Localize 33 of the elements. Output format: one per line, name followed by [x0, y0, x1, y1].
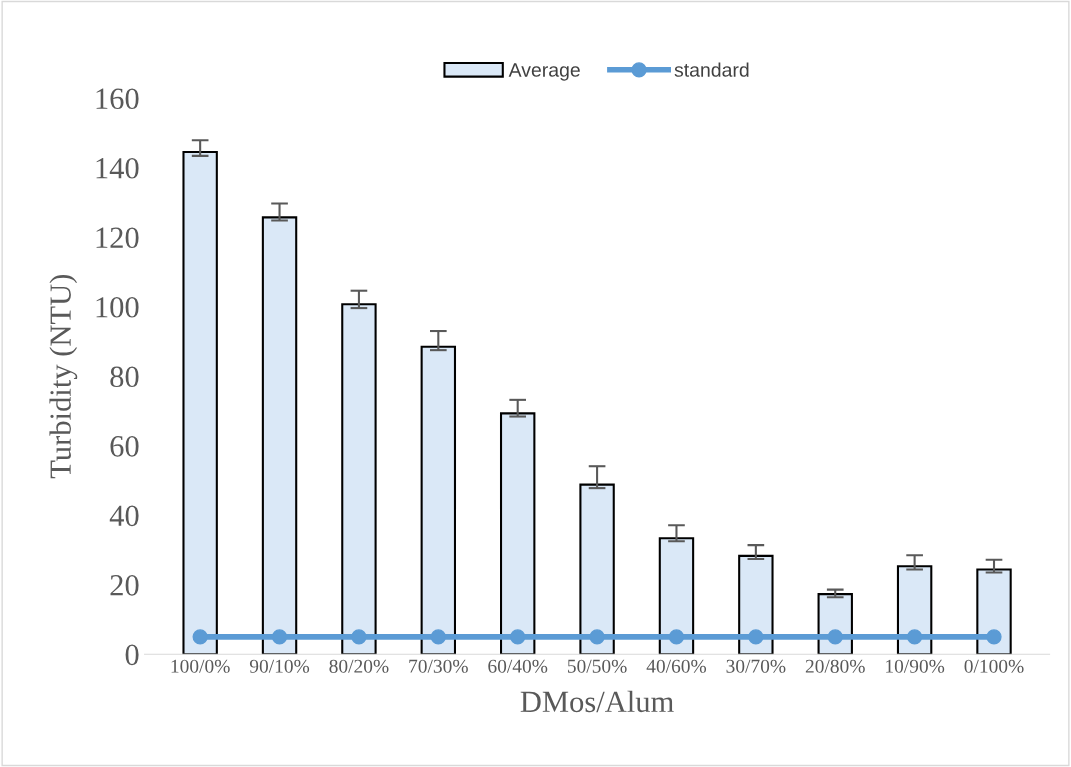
x-tick-label: 50/50%	[567, 659, 627, 673]
bar	[738, 554, 774, 655]
bar	[341, 303, 377, 655]
y-tick-label: 60	[110, 436, 139, 457]
bar	[976, 568, 1012, 655]
x-tick-label: 100/0%	[171, 659, 230, 673]
legend-label: standard	[674, 62, 749, 77]
bar	[182, 151, 218, 655]
bar	[420, 345, 457, 655]
x-tick-label: 40/60%	[646, 659, 707, 673]
x-tick-label: 80/20%	[329, 659, 389, 673]
x-tick-label: 60/40%	[488, 659, 548, 673]
y-tick-label: 120	[96, 227, 139, 249]
bar	[658, 537, 695, 655]
x-tick-label: 30/70%	[726, 659, 786, 673]
legend-label: Average	[508, 63, 580, 81]
y-tick-label: 80	[110, 366, 139, 388]
y-axis-title: Turbidity (NTU)	[49, 274, 78, 479]
x-axis-title: DMos/Alum	[520, 690, 674, 713]
bar	[499, 412, 536, 655]
y-tick-label: 40	[109, 505, 139, 527]
x-tick-label: 70/30%	[409, 659, 468, 673]
bar	[579, 483, 615, 655]
x-tick-label: 20/80%	[805, 659, 865, 673]
y-tick-label: 100	[96, 296, 139, 318]
y-tick-label: 0	[125, 644, 139, 666]
x-tick-label: 90/10%	[249, 659, 310, 673]
y-tick-label: 160	[96, 88, 139, 110]
x-tick-label: 0/100%	[964, 659, 1024, 673]
y-tick-label: 140	[96, 157, 139, 179]
y-tick-label: 20	[110, 575, 139, 596]
x-tick-label: 10/90%	[886, 659, 945, 673]
bar	[261, 216, 298, 655]
